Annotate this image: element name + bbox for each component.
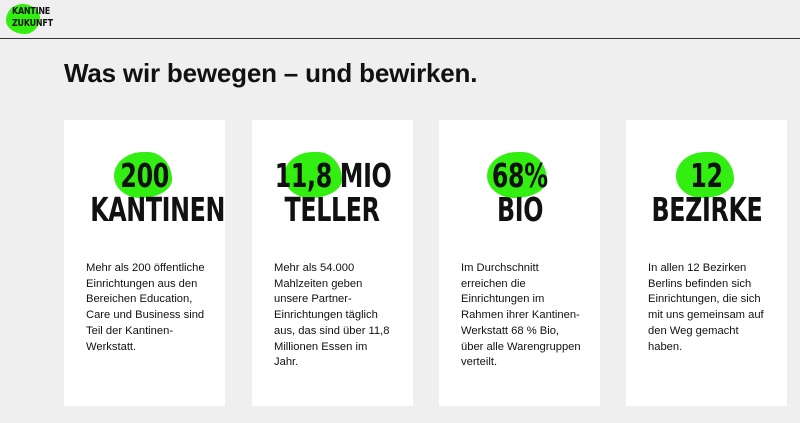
logo-text: KANTINE ZUKUNFT [12, 6, 53, 30]
stat-card-bio: 68% BIO Im Durchschnitt erreichen die Ei… [439, 120, 600, 406]
stat-card-kantinen: 200 KANTINEN Mehr als 200 öffentliche Ei… [64, 120, 225, 406]
stat-block: 68% BIO [439, 152, 600, 229]
highlight-blob [284, 152, 342, 198]
highlight-blob [114, 152, 172, 198]
site-header: KANTINE ZUKUNFT [0, 0, 800, 39]
stat-block: 200 KANTINEN [64, 152, 226, 229]
stat-value: 12 [690, 156, 723, 195]
stat-description: Mehr als 200 öffentliche Einrichtungen a… [86, 262, 205, 353]
stat-label: KANTINEN [90, 190, 226, 229]
stat-description: In allen 12 Bezirken Berlins befinden si… [648, 262, 764, 353]
stat-label: BEZIRKE [651, 190, 762, 229]
page-title: Was wir bewegen – und bewirken. [64, 58, 478, 88]
highlight-blob [676, 152, 734, 198]
stat-description: Im Durchschnitt erreichen die Einrichtun… [461, 262, 581, 369]
kantine-zukunft-logo[interactable]: KANTINE ZUKUNFT [6, 2, 53, 36]
stat-block: 11,8 MIO TELLER [252, 152, 413, 229]
logo-blob [6, 4, 40, 34]
stat-value: 68% [491, 156, 548, 195]
stat-value: 11,8 MIO [274, 156, 392, 195]
highlight-blob [487, 152, 547, 198]
stat-card-teller: 11,8 MIO TELLER Mehr als 54.000 Mahlzeit… [252, 120, 413, 406]
stat-label: BIO [496, 190, 543, 229]
logo-line-1: KANTINE [12, 6, 50, 17]
stat-card-bezirke: 12 BEZIRKE In allen 12 Bezirken Berlins … [626, 120, 787, 406]
stat-description: Mehr als 54.000 Mahlzeiten geben unsere … [274, 262, 390, 369]
stat-value: 200 [120, 156, 169, 195]
logo-line-2: ZUKUNFT [12, 18, 53, 29]
stat-label: TELLER [284, 190, 381, 229]
stat-block: 12 BEZIRKE [626, 152, 787, 229]
